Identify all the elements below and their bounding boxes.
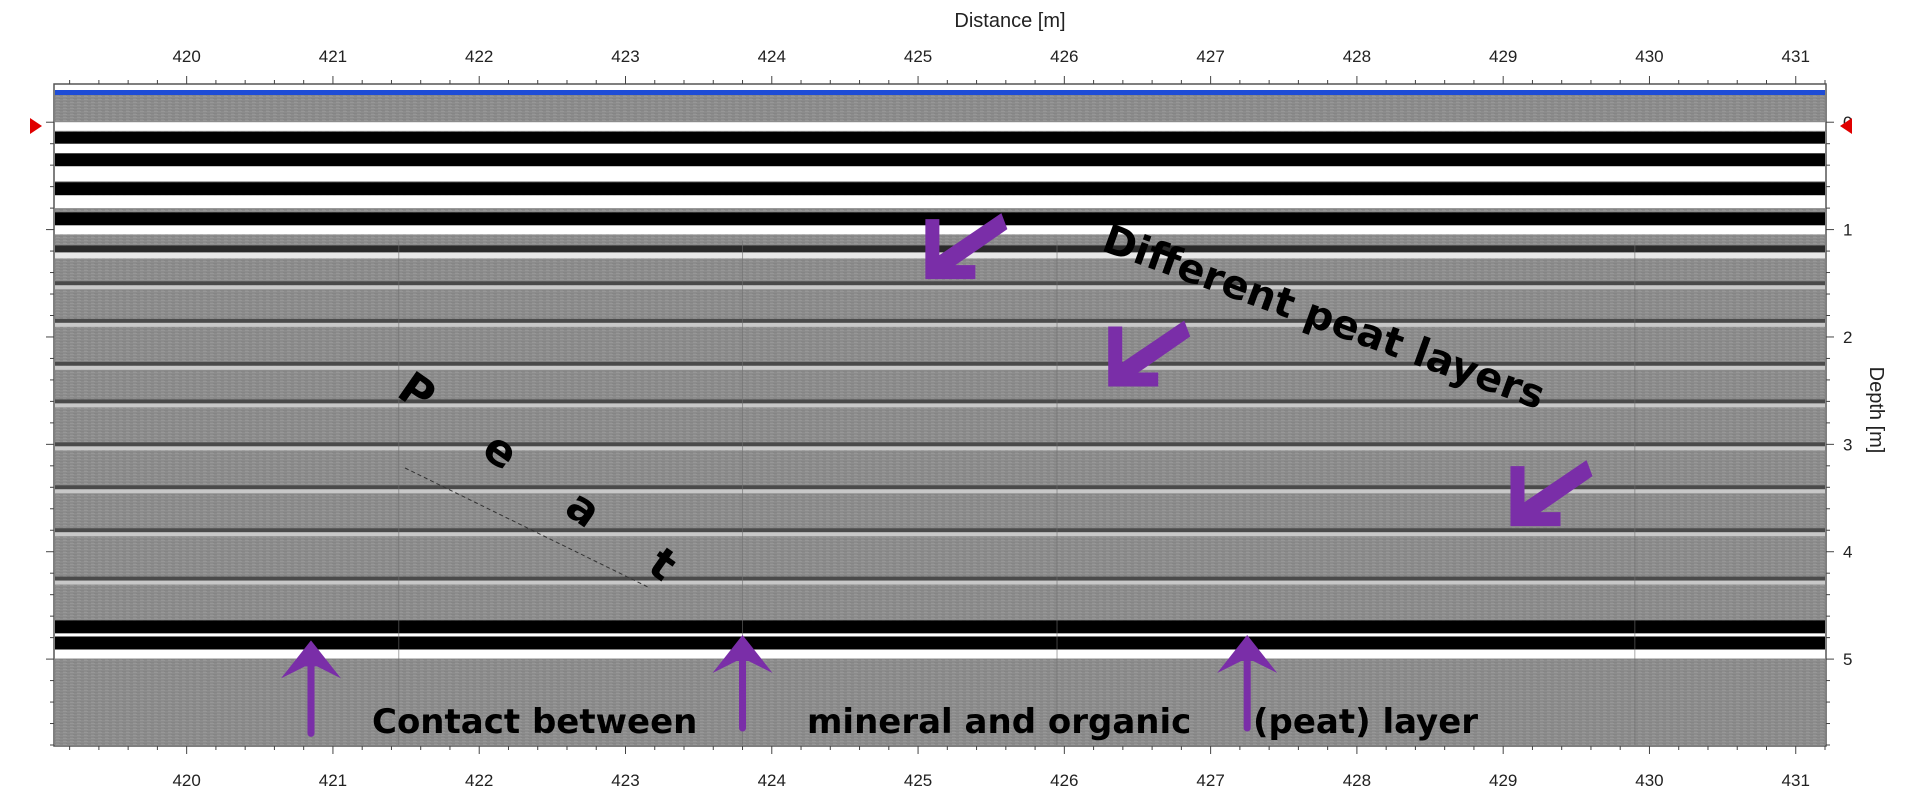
x-tick-label-bottom: 423 — [611, 771, 639, 790]
arrow-shape — [925, 213, 1008, 280]
reflector-dark — [55, 528, 1825, 533]
annotation-contact-between: Contact between — [372, 702, 697, 742]
reflector-light — [55, 322, 1825, 327]
reflector-dark — [55, 182, 1825, 196]
x-tick-label-bottom: 428 — [1343, 771, 1371, 790]
reflector-dark — [55, 318, 1825, 323]
up-arrow — [1217, 634, 1278, 732]
reflector-light — [55, 649, 1825, 659]
up-arrow — [712, 634, 773, 732]
x-tick-label-top: 427 — [1196, 47, 1224, 66]
annotation-arrows — [280, 213, 1593, 737]
near-surface-band — [55, 170, 1825, 182]
reflector-dark — [55, 576, 1825, 581]
reflector — [55, 318, 1825, 327]
reflector — [55, 636, 1825, 659]
reflector — [55, 528, 1825, 537]
reflector — [55, 212, 1825, 235]
arrow-head — [1217, 634, 1278, 673]
x-tick-label-bottom: 427 — [1196, 771, 1224, 790]
reflector — [55, 485, 1825, 494]
x-tick-label-top: 431 — [1782, 47, 1810, 66]
up-arrow — [280, 640, 341, 737]
y-tick-label: 1 — [1843, 221, 1852, 240]
near-surface-band — [55, 122, 1825, 131]
near-surface-band — [55, 143, 1825, 153]
reflector-dark — [55, 245, 1825, 253]
x-tick-label-bottom: 424 — [758, 771, 786, 790]
y-tick-label: 5 — [1843, 650, 1852, 669]
right-surface-marker — [1840, 118, 1852, 134]
x-tick-label-bottom: 425 — [904, 771, 932, 790]
y-tick-label: 4 — [1843, 543, 1852, 562]
reflector-bands — [55, 122, 1825, 659]
x-axis-title: Distance [m] — [954, 10, 1065, 32]
reflector — [55, 281, 1825, 290]
x-tick-label-bottom: 429 — [1489, 771, 1517, 790]
reflector-dark — [55, 636, 1825, 650]
reflector-dark — [55, 361, 1825, 366]
x-tick-label-bottom: 426 — [1050, 771, 1078, 790]
reflector — [55, 361, 1825, 370]
x-tick-label-top: 426 — [1050, 47, 1078, 66]
arrow-head — [280, 640, 341, 679]
arrow-shape — [1510, 460, 1593, 527]
x-tick-label-top: 422 — [465, 47, 493, 66]
reflector — [55, 399, 1825, 408]
reflector-dark — [55, 281, 1825, 286]
reflector-light — [55, 489, 1825, 494]
y-tick-label: 2 — [1843, 328, 1852, 347]
reflector-dark — [55, 153, 1825, 167]
x-tick-label-bottom: 430 — [1635, 771, 1663, 790]
reflector-light — [55, 225, 1825, 235]
reflector-dark — [55, 442, 1825, 447]
reflector-dark — [55, 399, 1825, 404]
down-left-arrow — [1108, 320, 1191, 387]
reflector-dark — [55, 131, 1825, 145]
surface-line — [55, 90, 1825, 95]
y-axis-title: Depth [m] — [1865, 367, 1887, 454]
x-tick-label-top: 421 — [319, 47, 347, 66]
arrow-shape — [1108, 320, 1191, 387]
x-tick-label-top: 424 — [758, 47, 786, 66]
reflector-light — [55, 532, 1825, 537]
x-tick-label-bottom: 431 — [1782, 771, 1810, 790]
x-tick-label-bottom: 421 — [319, 771, 347, 790]
near-surface-banding — [55, 122, 1825, 209]
x-tick-label-top: 429 — [1489, 47, 1517, 66]
reflector-light — [55, 403, 1825, 408]
near-surface-band — [55, 199, 1825, 209]
down-left-arrow — [1510, 460, 1593, 527]
x-tick-label-bottom: 422 — [465, 771, 493, 790]
x-tick-label-bottom: 420 — [172, 771, 200, 790]
left-surface-marker — [30, 118, 42, 134]
peat-dashed-line — [404, 467, 651, 589]
reflector-light — [55, 580, 1825, 585]
arrow-head — [712, 634, 773, 673]
annotation-peat-layer: (peat) layer — [1253, 702, 1478, 742]
reflector-dark — [55, 485, 1825, 490]
annotation-mineral-and-organic: mineral and organic — [807, 702, 1191, 742]
radargram-plot — [55, 90, 1825, 745]
reflector — [55, 442, 1825, 451]
reflector-dark — [55, 212, 1825, 226]
x-tick-label-top: 420 — [172, 47, 200, 66]
y-tick-label: 3 — [1843, 435, 1852, 454]
reflector — [55, 576, 1825, 585]
x-tick-label-top: 430 — [1635, 47, 1663, 66]
reflector-light — [55, 365, 1825, 370]
x-tick-label-top: 425 — [904, 47, 932, 66]
reflector-light — [55, 285, 1825, 290]
reflector-dark — [55, 620, 1825, 634]
down-left-arrow — [925, 213, 1008, 280]
x-ticks: 420 420 421 421 422 422 423 423 424 424 425 425 426 4… — [69, 47, 1826, 790]
reflector-light — [55, 446, 1825, 451]
x-tick-label-top: 423 — [611, 47, 639, 66]
x-tick-label-top: 428 — [1343, 47, 1371, 66]
